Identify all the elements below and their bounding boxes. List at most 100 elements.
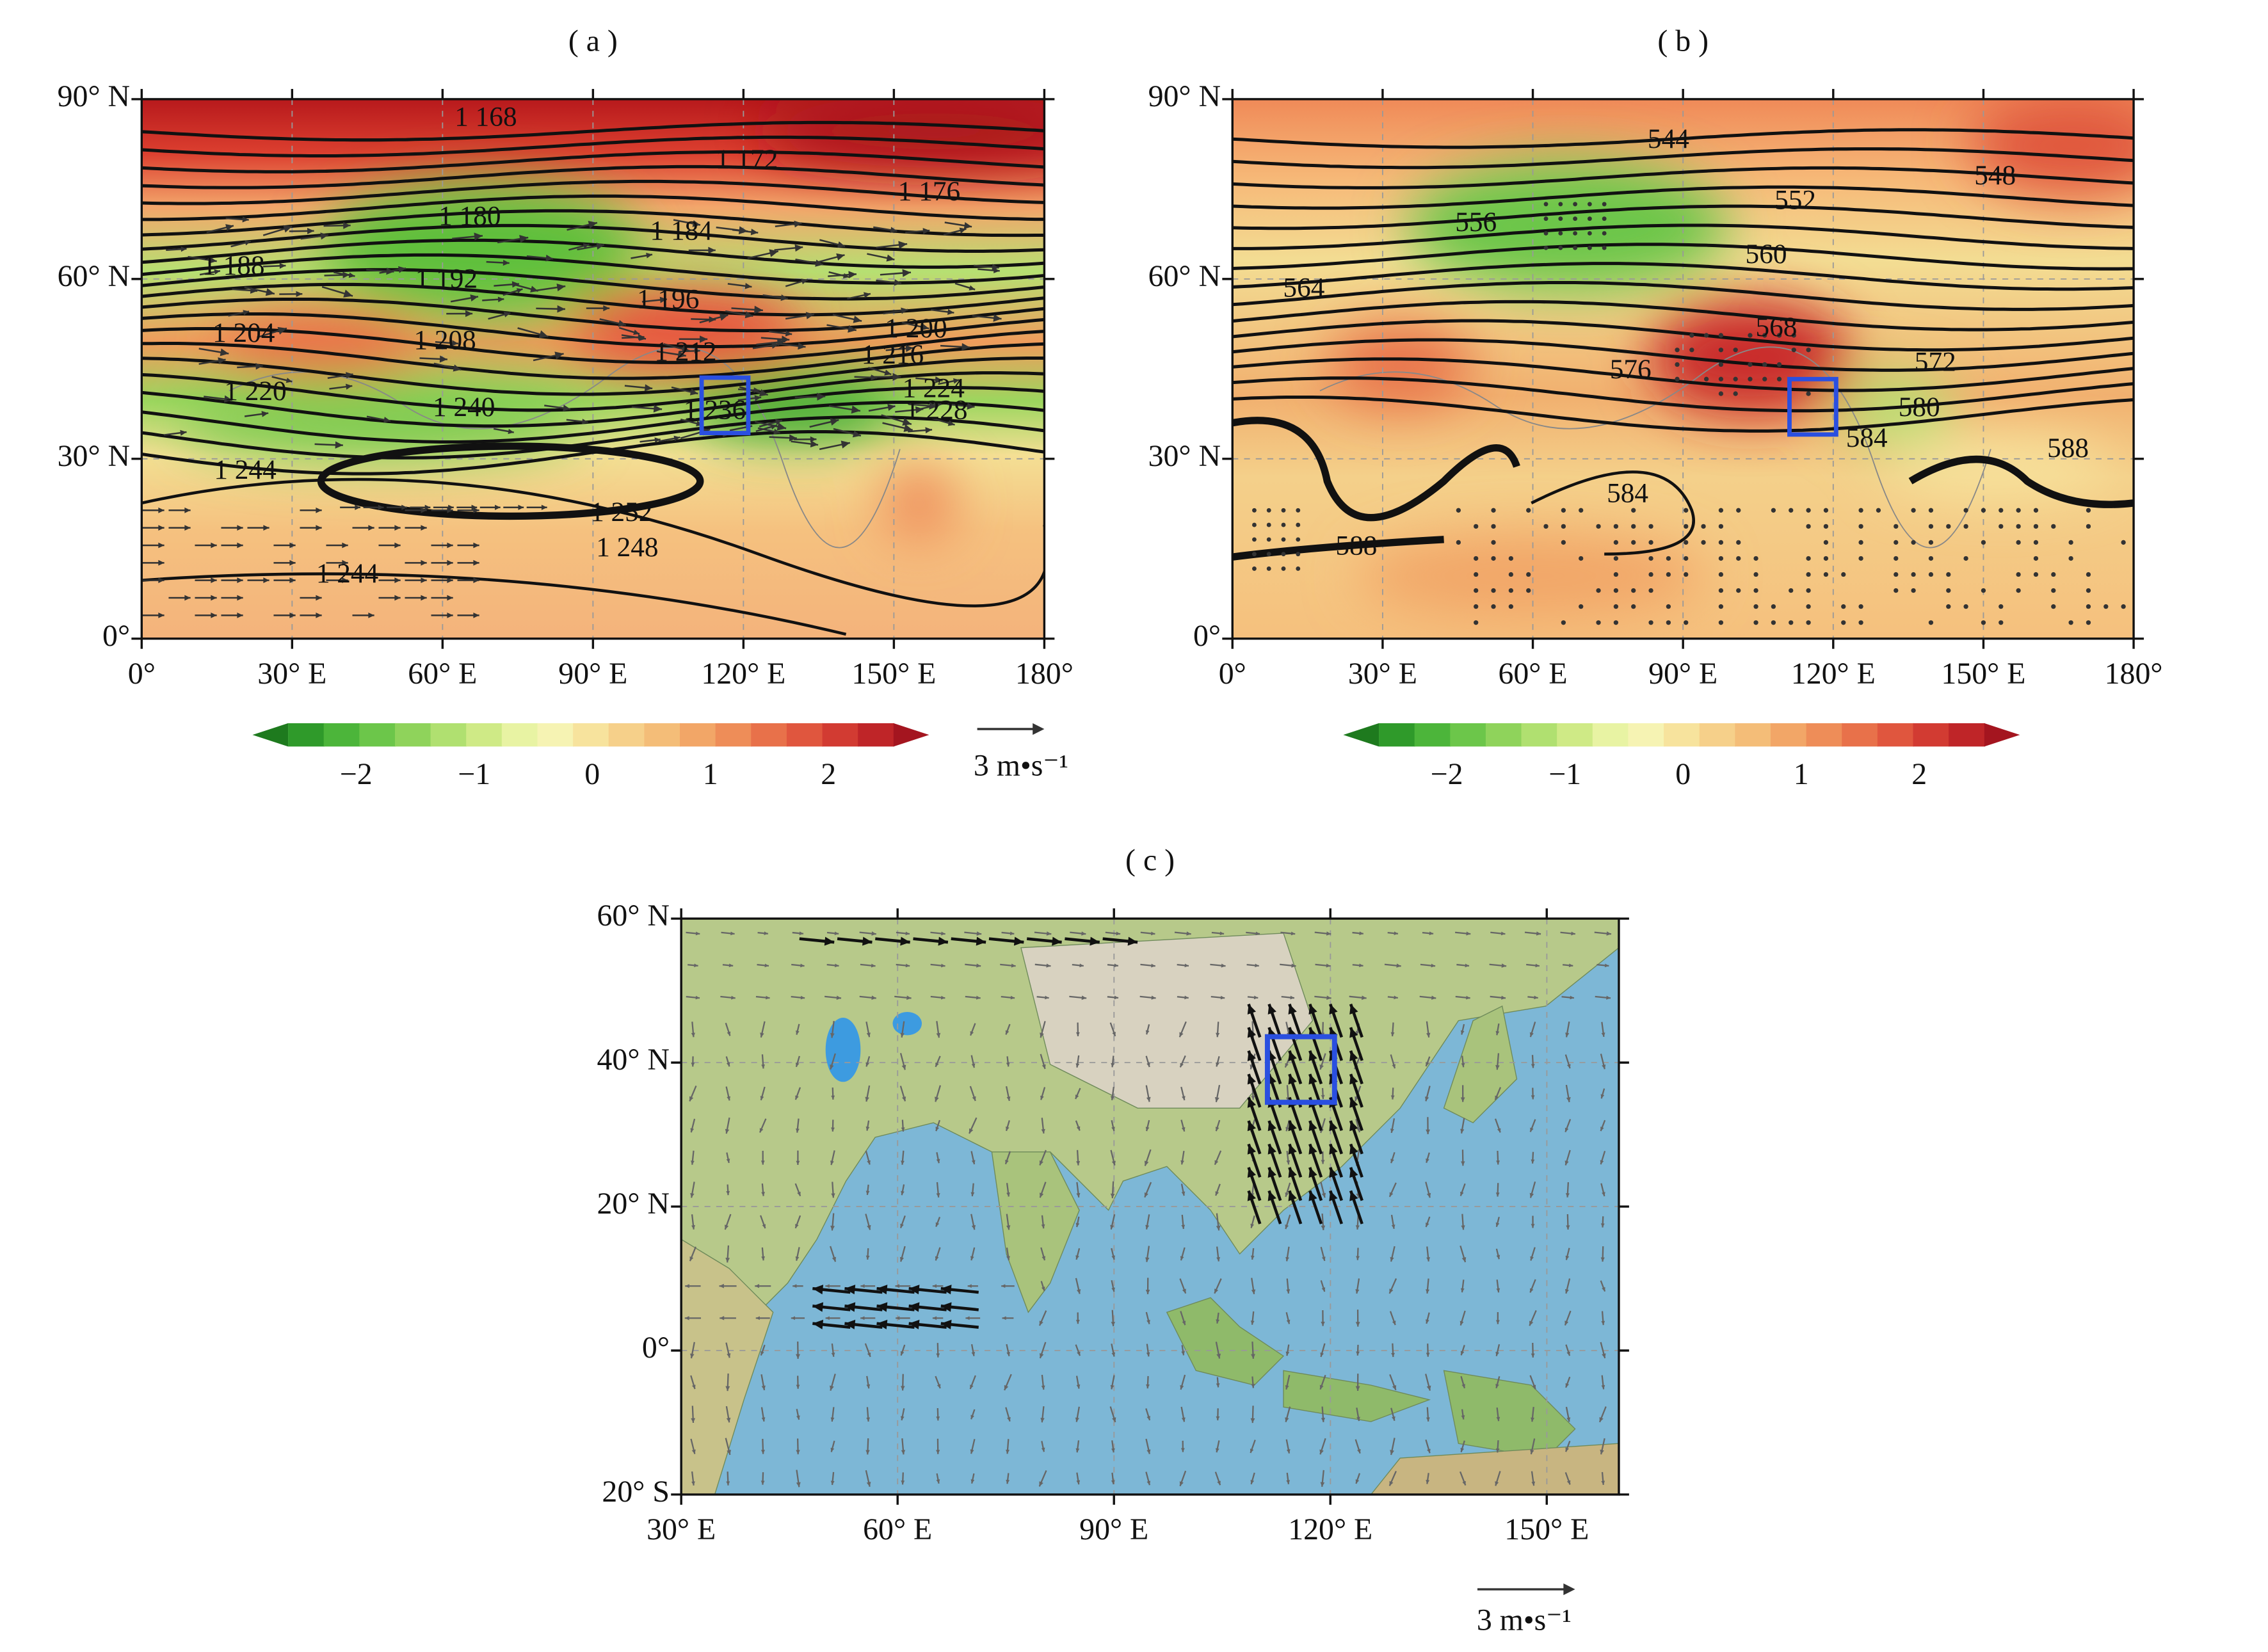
arrow-head bbox=[1288, 1144, 1297, 1155]
stipple-dot bbox=[1718, 556, 1724, 561]
arrow-head bbox=[1426, 1417, 1430, 1422]
contour-label: 572 bbox=[1915, 346, 1956, 377]
stipple-dot bbox=[1963, 508, 1968, 513]
contour-label: 1 212 bbox=[654, 336, 716, 367]
stipple-dot bbox=[1474, 620, 1479, 625]
arrow-head bbox=[690, 1353, 695, 1359]
arrow-head bbox=[1431, 995, 1436, 1000]
stipple-dot bbox=[1718, 620, 1724, 625]
contour-label: 1 240 bbox=[433, 392, 495, 422]
arrow-head bbox=[1040, 1032, 1044, 1038]
stipple-dot bbox=[1543, 202, 1548, 207]
arrow-head bbox=[383, 417, 391, 423]
arrow-head bbox=[700, 335, 708, 343]
arrow-head bbox=[263, 577, 269, 584]
arrow-head bbox=[1045, 995, 1049, 1000]
arrow-head bbox=[1349, 1167, 1358, 1178]
arrow-head bbox=[1247, 1191, 1257, 1201]
arrow-head bbox=[725, 1257, 730, 1263]
arrow-head bbox=[892, 373, 901, 381]
arrow-head bbox=[1184, 963, 1189, 968]
arrow-head bbox=[503, 259, 510, 266]
arrow-head bbox=[1006, 1062, 1010, 1067]
contour-label: 560 bbox=[1746, 239, 1787, 269]
x-tick-label: 0° bbox=[1219, 657, 1246, 691]
shading-blob bbox=[1327, 323, 1474, 406]
y-tick-label: 60° N bbox=[58, 259, 130, 293]
arrow-head bbox=[862, 936, 873, 946]
stipple-dot bbox=[2051, 572, 2056, 577]
arrow-head bbox=[1247, 1097, 1257, 1108]
x-tick-label: 120° E bbox=[1288, 1512, 1372, 1546]
arrow-head bbox=[1329, 1144, 1338, 1155]
arrow-head bbox=[1321, 1321, 1325, 1326]
contour-line bbox=[141, 401, 1045, 444]
arrow-head bbox=[335, 441, 343, 449]
contour-line bbox=[1232, 300, 2134, 332]
arrow-head bbox=[935, 376, 943, 383]
arrow-head bbox=[1460, 1288, 1465, 1293]
colorbar-end bbox=[893, 723, 929, 747]
arrow-head bbox=[755, 1316, 760, 1320]
stipple-dot bbox=[1946, 588, 1951, 593]
stipple-dot bbox=[2068, 620, 2073, 625]
colorbar-segment bbox=[751, 723, 788, 747]
arrow-head bbox=[473, 542, 479, 549]
arrow-head bbox=[1320, 1352, 1324, 1357]
arrow-head bbox=[1602, 1353, 1606, 1358]
arrow-head bbox=[831, 1095, 835, 1100]
stipple-dot bbox=[1753, 572, 1758, 577]
arrow-head bbox=[1564, 1160, 1569, 1166]
stipple-dot bbox=[1631, 588, 1636, 593]
stipple-dot bbox=[1596, 524, 1601, 529]
arrow-head bbox=[1495, 1065, 1500, 1070]
arrow-head bbox=[1076, 1289, 1081, 1294]
arrow-head bbox=[1006, 1479, 1010, 1484]
arrow-head bbox=[684, 1316, 689, 1320]
arrow-head bbox=[316, 525, 322, 531]
land-mass bbox=[681, 1239, 774, 1495]
shading-blob bbox=[758, 99, 1045, 168]
arrow-head bbox=[1389, 1288, 1394, 1294]
contour-line bbox=[141, 477, 1045, 607]
arrow-head bbox=[776, 422, 787, 431]
stipple-dot bbox=[1526, 572, 1531, 577]
arrow-head bbox=[867, 1160, 871, 1165]
contour-line bbox=[1232, 243, 2134, 271]
arrow-head bbox=[1566, 1480, 1571, 1485]
arrow-head bbox=[755, 1284, 760, 1288]
arrow-head bbox=[1355, 1479, 1360, 1484]
stipple-dot bbox=[1613, 556, 1619, 561]
arrow-head bbox=[1179, 1032, 1184, 1038]
contour-line bbox=[141, 238, 1045, 269]
arrow-head bbox=[289, 577, 296, 584]
stipple-dot bbox=[1296, 522, 1301, 527]
stipple-dot bbox=[1736, 508, 1741, 513]
stipple-dot bbox=[1946, 524, 1951, 529]
contour-label: 584 bbox=[1846, 422, 1888, 453]
arrow-head bbox=[726, 1417, 731, 1423]
arrow-head bbox=[1602, 1287, 1605, 1292]
arrow-head bbox=[965, 1316, 970, 1320]
arrow-head bbox=[211, 595, 217, 601]
arrow-head bbox=[817, 392, 826, 401]
contour-line bbox=[141, 326, 1045, 364]
stipple-dot bbox=[1558, 245, 1563, 250]
arrow-head bbox=[1184, 995, 1189, 1000]
arrow-head bbox=[967, 1284, 972, 1288]
arrow-head bbox=[761, 1385, 766, 1390]
arrow-head bbox=[865, 1062, 869, 1067]
arrow-head bbox=[1321, 1418, 1326, 1422]
stipple-dot bbox=[1631, 540, 1636, 545]
arrow-head bbox=[876, 1285, 888, 1295]
arrow-head bbox=[866, 1032, 871, 1038]
arrow-head bbox=[289, 559, 296, 566]
arrow-head bbox=[1496, 1288, 1500, 1293]
arrow-head bbox=[936, 1032, 941, 1038]
arrow-head bbox=[1465, 963, 1469, 968]
arrow-head bbox=[1214, 1160, 1219, 1165]
arrow-head bbox=[545, 254, 554, 262]
stipple-dot bbox=[1252, 522, 1257, 527]
contour-line bbox=[141, 385, 1045, 428]
arrow-head bbox=[901, 1127, 905, 1132]
